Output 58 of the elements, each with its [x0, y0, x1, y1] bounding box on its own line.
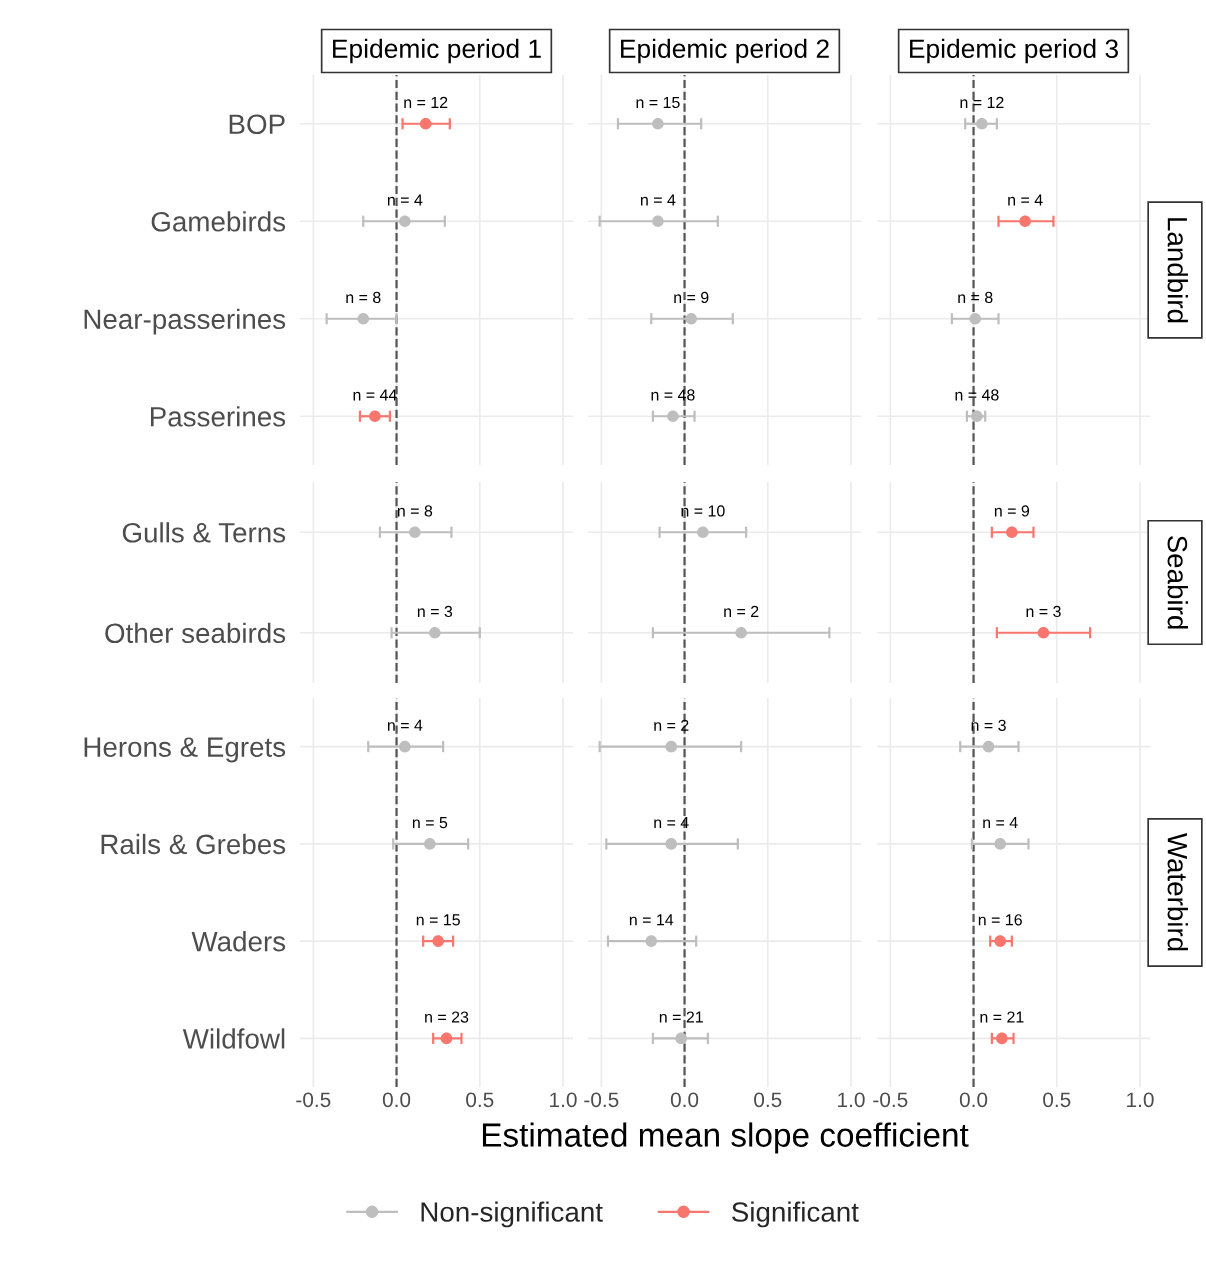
annotation: n = 4: [387, 194, 423, 206]
annotation: n = 4: [640, 194, 676, 206]
x-tick-label: 0.0: [959, 1092, 988, 1108]
annotation: n = 48: [955, 389, 999, 401]
x-axis-title: Estimated mean slope coefficient: [482, 1122, 969, 1154]
x-tick-label: 0.5: [466, 1092, 494, 1108]
annotation: n = 3: [417, 605, 453, 618]
y2-axis-title: Landbird: [1167, 218, 1188, 323]
y2-axis-title: Seabird: [1167, 535, 1188, 629]
y-tick-label: Herons & Egrets: [84, 737, 286, 763]
y-tick-label: Gulls & Terns: [122, 522, 286, 543]
annotation: n = 8: [397, 505, 433, 517]
annotation: n = 9: [994, 505, 1030, 517]
y-tick-label: Other seabirds: [105, 622, 286, 644]
annotation: n = 3: [971, 719, 1006, 731]
x-tick-label: 1.0: [838, 1092, 865, 1108]
y-tick-label: Wildfowl: [182, 1028, 285, 1049]
chart-title: Epidemic period 2: [621, 38, 829, 64]
chart-title: Epidemic period 1: [333, 38, 541, 64]
annotation: n = 8: [346, 291, 381, 304]
annotation: n = 3: [1026, 605, 1061, 618]
legend-label: Significant: [732, 1201, 859, 1228]
x-tick-label: 0.5: [1043, 1092, 1071, 1108]
y-tick-label: Near-passerines: [84, 308, 286, 335]
x-tick-label: 0.0: [670, 1092, 699, 1108]
legend-label: Non-significant: [421, 1201, 603, 1228]
x-tick-label: 1.0: [1127, 1092, 1154, 1108]
annotation: n = 15: [416, 914, 460, 926]
annotation: n = 16: [978, 914, 1022, 926]
chart-title: Epidemic period 3: [910, 38, 1118, 64]
annotation: n = 9: [674, 291, 709, 304]
annotation: n = 15: [636, 96, 680, 109]
annotation: n = 4: [387, 719, 423, 731]
y-tick-label: Passerines: [150, 406, 286, 427]
annotation: n = 5: [412, 817, 448, 829]
annotation: n = 2: [654, 719, 689, 731]
annotation: n = 12: [960, 96, 1004, 108]
x-tick-label: 0.5: [754, 1092, 782, 1108]
y2-axis-title: Waterbird: [1167, 832, 1188, 951]
annotation: n = 14: [629, 914, 674, 926]
y-tick-label: Gamebirds: [151, 211, 286, 232]
y-tick-label: BOP: [229, 114, 285, 135]
y-tick-label: Waders: [191, 931, 286, 952]
annotation: n = 23: [425, 1011, 469, 1023]
annotation: n = 44: [353, 389, 397, 401]
annotation: n = 4: [983, 817, 1018, 829]
annotation: n = 21: [980, 1011, 1024, 1023]
x-tick-label: 1.0: [550, 1092, 577, 1108]
x-tick-label: -0.5: [296, 1092, 331, 1108]
x-tick-label: -0.5: [873, 1092, 908, 1108]
annotation: n = 4: [1008, 194, 1043, 206]
y-tick-label: Rails & Grebes: [101, 833, 286, 855]
x-tick-label: -0.5: [584, 1092, 619, 1108]
annotation: n = 2: [724, 605, 759, 617]
annotation: n = 21: [659, 1011, 703, 1023]
annotation: n = 48: [651, 389, 695, 401]
annotation: n = 12: [404, 96, 448, 108]
x-tick-label: 0.0: [382, 1092, 411, 1108]
